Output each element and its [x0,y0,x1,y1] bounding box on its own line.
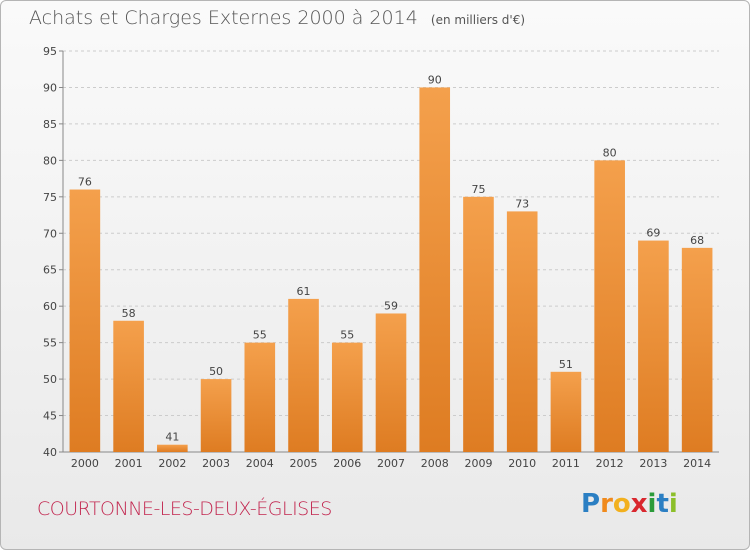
data-label-2011: 51 [559,358,573,371]
y-tick-label: 85 [43,118,57,131]
commune-name: COURTONNE-LES-DEUX-ÉGLISES [37,498,332,520]
x-tick-label-2012: 2012 [596,457,624,470]
logo-letter: i [668,489,678,519]
bar-2006[interactable] [331,342,363,452]
y-tick-label: 70 [43,227,57,240]
x-tick-label-2002: 2002 [158,457,186,470]
logo-letter: o [612,489,631,519]
data-label-2007: 59 [384,299,398,312]
y-tick-label: 75 [43,191,57,204]
proxiti-logo[interactable]: Proxiti [581,489,678,519]
x-tick-label-2009: 2009 [464,457,492,470]
data-label-2014: 68 [690,234,704,247]
x-tick-label-2000: 2000 [71,457,99,470]
logo-letter: x [630,489,648,519]
chart-title-text: Achats et Charges Externes 2000 à 2014 [29,7,418,29]
y-tick-label: 40 [43,446,57,459]
bar-2003[interactable] [200,379,232,452]
bar-2012[interactable] [594,160,625,452]
data-label-2001: 58 [122,307,136,320]
bar-2008[interactable] [419,87,451,453]
y-tick-label: 50 [43,373,57,386]
data-label-2000: 76 [78,176,92,189]
data-label-2006: 55 [340,329,354,342]
y-tick-label: 60 [43,300,57,313]
x-tick-label-2003: 2003 [202,457,230,470]
logo-letter: t [656,489,669,519]
y-tick-label: 55 [43,337,57,350]
y-tick-label: 80 [43,154,57,167]
bar-2005[interactable] [288,298,319,452]
bar-2014[interactable] [681,247,713,452]
data-label-2003: 50 [209,365,223,378]
x-tick-label-2001: 2001 [115,457,143,470]
data-label-2005: 61 [297,285,311,298]
x-tick-label-2014: 2014 [683,457,711,470]
logo-letter: r [600,489,613,519]
x-tick-label-2004: 2004 [246,457,274,470]
data-label-2009: 75 [471,183,485,196]
logo-letter: P [581,489,601,519]
x-tick-label-2013: 2013 [639,457,667,470]
y-tick-label: 90 [43,81,57,94]
y-tick-label: 45 [43,410,57,423]
data-label-2008: 90 [428,73,442,86]
x-tick-label-2005: 2005 [290,457,318,470]
bar-2004[interactable] [244,342,276,452]
bar-2002[interactable] [157,444,188,452]
data-label-2004: 55 [253,329,267,342]
data-label-2010: 73 [515,197,529,210]
x-tick-label-2011: 2011 [552,457,580,470]
data-label-2012: 80 [603,146,617,159]
bar-2001[interactable] [113,320,144,452]
logo-letter: i [647,489,657,519]
y-tick-label: 95 [43,45,57,58]
bar-2011[interactable] [550,371,582,452]
x-tick-label-2007: 2007 [377,457,405,470]
y-tick-label: 65 [43,264,57,277]
bar-2010[interactable] [506,211,538,452]
bar-2007[interactable] [375,313,407,452]
x-tick-label-2010: 2010 [508,457,536,470]
data-label-2002: 41 [165,431,179,444]
x-tick-label-2008: 2008 [421,457,449,470]
x-tick-label-2006: 2006 [333,457,361,470]
chart-title: Achats et Charges Externes 2000 à 2014 (… [29,7,525,29]
chart-unit-note: (en milliers d'€) [430,13,526,27]
bar-2013[interactable] [638,240,669,452]
bar-2000[interactable] [69,189,101,452]
data-label-2013: 69 [646,227,660,240]
bar-2009[interactable] [463,196,494,452]
